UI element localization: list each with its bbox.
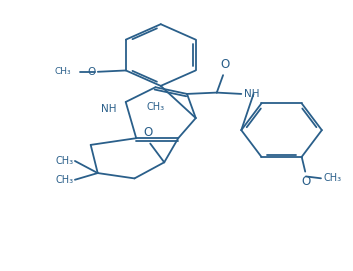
Text: O: O [220,58,229,71]
Text: NH: NH [244,89,259,99]
Text: O: O [88,67,96,77]
Text: CH₃: CH₃ [55,175,73,185]
Text: NH: NH [101,104,117,114]
Text: CH₃: CH₃ [55,67,72,76]
Text: CH₃: CH₃ [55,156,73,166]
Text: O: O [144,126,153,139]
Text: O: O [301,175,311,188]
Text: CH₃: CH₃ [146,102,164,112]
Text: CH₃: CH₃ [323,173,342,183]
